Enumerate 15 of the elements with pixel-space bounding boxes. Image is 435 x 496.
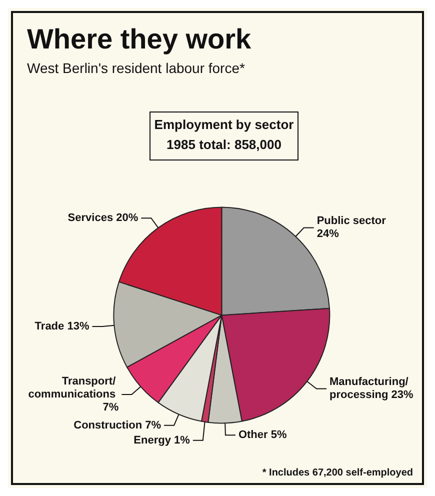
text: * Includes 67,200 self-employed xyxy=(262,468,414,478)
slice-label: Transport/ communications xyxy=(28,376,119,401)
data-label: 24% xyxy=(316,228,340,240)
text: Employment by sector xyxy=(154,117,294,132)
slice-label: Public sector xyxy=(316,215,389,228)
chart-title: Where they work xyxy=(27,24,252,54)
data-label: 7% xyxy=(102,402,119,414)
slice-label: Construction 7% xyxy=(74,419,162,432)
slice-label: Services 20% xyxy=(68,212,138,224)
slice-label: Energy 1% xyxy=(134,434,190,446)
chart-subtitle: West Berlin's resident labour force* xyxy=(27,60,246,76)
slice-label: Other 5% xyxy=(238,429,287,442)
text: 1985 total: 858,000 xyxy=(166,137,282,152)
slice-label: Manufacturing/ processing 23% xyxy=(330,376,414,402)
slice-label: Trade 13% xyxy=(34,320,90,332)
